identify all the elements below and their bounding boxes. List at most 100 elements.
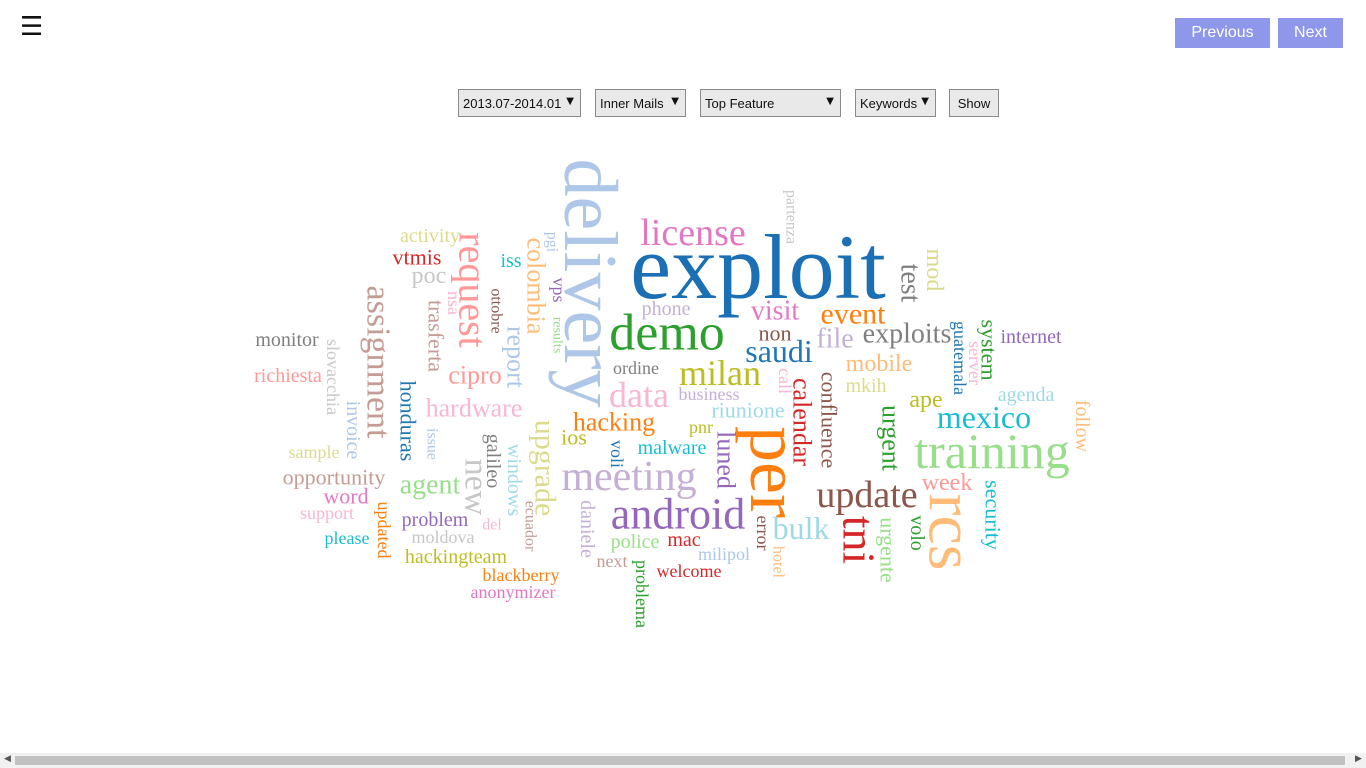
- word-security[interactable]: security: [981, 480, 1006, 550]
- word-welcome[interactable]: welcome: [657, 561, 722, 581]
- word-new[interactable]: new: [458, 459, 495, 516]
- word-demo[interactable]: demo: [609, 305, 725, 362]
- word-assignment[interactable]: assignment: [360, 286, 397, 440]
- word-file[interactable]: file: [816, 324, 853, 355]
- word-please[interactable]: please: [325, 528, 370, 548]
- word-cipro[interactable]: cipro: [448, 361, 501, 390]
- word-next[interactable]: next: [597, 551, 628, 571]
- word-pnr[interactable]: pnr: [689, 417, 713, 437]
- word-license[interactable]: license: [640, 212, 746, 254]
- word-request[interactable]: request: [451, 232, 496, 348]
- word-word[interactable]: word: [323, 484, 368, 509]
- word-confluence[interactable]: confluence: [817, 372, 842, 469]
- word-business[interactable]: business: [678, 384, 739, 404]
- word-activity[interactable]: activity: [400, 225, 460, 247]
- word-colombia[interactable]: colombia: [522, 238, 551, 335]
- word-luned[interactable]: luned: [712, 431, 741, 489]
- word-upgrade[interactable]: upgrade: [529, 420, 562, 517]
- word-ios[interactable]: ios: [561, 425, 587, 450]
- word-event[interactable]: event: [821, 298, 887, 331]
- word-error[interactable]: error: [753, 516, 773, 551]
- word-hacking[interactable]: hacking: [573, 408, 655, 437]
- next-button[interactable]: Next: [1278, 18, 1343, 48]
- word-partenza[interactable]: partenza: [783, 190, 800, 244]
- word-delivery[interactable]: delivery: [548, 158, 632, 407]
- word-ordine[interactable]: ordine: [613, 358, 659, 378]
- word-problema[interactable]: problema: [632, 560, 652, 628]
- word-honduras[interactable]: honduras: [396, 381, 421, 462]
- word-per[interactable]: per: [735, 426, 815, 518]
- word-monitor[interactable]: monitor: [255, 329, 319, 351]
- word-poc[interactable]: poc: [412, 263, 447, 289]
- word-malware[interactable]: malware: [638, 437, 707, 459]
- word-issue[interactable]: issue: [424, 428, 441, 460]
- word-support[interactable]: support: [300, 503, 354, 523]
- word-pgi[interactable]: pgi: [544, 232, 561, 253]
- word-blackberry[interactable]: blackberry: [483, 565, 560, 585]
- word-daniele[interactable]: daniele: [576, 500, 598, 558]
- word-mobile[interactable]: mobile: [846, 351, 913, 377]
- word-galileo[interactable]: galileo: [482, 434, 504, 488]
- word-sample[interactable]: sample: [289, 442, 340, 462]
- word-agenda[interactable]: agenda: [998, 384, 1055, 406]
- word-week[interactable]: week: [922, 470, 973, 496]
- word-hardware[interactable]: hardware: [426, 394, 523, 423]
- word-iss[interactable]: iss: [500, 250, 521, 272]
- word-anonymizer[interactable]: anonymizer: [471, 582, 556, 602]
- word-training[interactable]: training: [914, 423, 1070, 479]
- word-vtmis[interactable]: vtmis: [393, 245, 442, 270]
- word-nsa[interactable]: nsa: [444, 291, 464, 315]
- word-calendar[interactable]: calendar: [788, 378, 817, 466]
- word-ape[interactable]: ape: [909, 387, 942, 413]
- word-bulk[interactable]: bulk: [773, 510, 830, 546]
- word-ottobre[interactable]: ottobre: [488, 288, 505, 333]
- word-update[interactable]: update: [816, 474, 917, 516]
- word-invoice[interactable]: invoice: [342, 401, 364, 460]
- menu-icon[interactable]: ☰: [20, 12, 44, 42]
- word-saudi[interactable]: saudi: [745, 333, 813, 369]
- period-select[interactable]: 2013.07-2014.01 ▼: [458, 89, 581, 117]
- source-select[interactable]: Inner Mails ▼: [595, 89, 686, 117]
- word-mac[interactable]: mac: [667, 529, 700, 551]
- word-rcs[interactable]: rcs: [915, 494, 988, 571]
- word-milipol[interactable]: milipol: [698, 544, 750, 564]
- word-del[interactable]: del: [482, 517, 502, 534]
- word-server[interactable]: server: [965, 341, 985, 385]
- word-hackingteam[interactable]: hackingteam: [405, 546, 508, 568]
- word-trasferta[interactable]: trasferta: [424, 300, 449, 372]
- word-meeting[interactable]: meeting: [561, 454, 696, 500]
- word-call[interactable]: call: [775, 368, 795, 394]
- word-phone[interactable]: phone: [642, 298, 691, 320]
- word-opportunity[interactable]: opportunity: [283, 465, 386, 490]
- word-problem[interactable]: problem: [402, 509, 469, 531]
- word-exploits[interactable]: exploits: [863, 319, 952, 350]
- word-moldova[interactable]: moldova: [412, 527, 475, 547]
- word-follow[interactable]: follow: [1071, 400, 1093, 453]
- word-voli[interactable]: voli: [607, 440, 627, 468]
- word-mkih[interactable]: mkih: [845, 375, 886, 397]
- word-system[interactable]: system: [977, 319, 1002, 380]
- word-riunione[interactable]: riunione: [711, 398, 784, 423]
- scrollbar-thumb[interactable]: [15, 756, 1345, 765]
- show-button[interactable]: Show: [949, 89, 999, 117]
- word-mod[interactable]: mod: [921, 249, 947, 292]
- word-slovacchia[interactable]: slovacchia: [323, 339, 343, 415]
- word-vps[interactable]: vps: [549, 277, 569, 302]
- word-milan[interactable]: milan: [679, 353, 761, 393]
- word-volo[interactable]: volo: [906, 515, 928, 551]
- word-ecuador[interactable]: ecuador: [522, 501, 539, 552]
- word-updated[interactable]: updated: [374, 502, 394, 559]
- word-exploit[interactable]: exploit: [630, 216, 886, 318]
- word-hotel[interactable]: hotel: [770, 546, 787, 579]
- type-select[interactable]: Keywords ▼: [855, 89, 936, 117]
- word-results[interactable]: results: [550, 317, 565, 354]
- word-internet[interactable]: internet: [1000, 326, 1062, 348]
- word-android[interactable]: android: [611, 490, 745, 539]
- word-richiesta[interactable]: richiesta: [254, 365, 322, 387]
- word-mexico[interactable]: mexico: [937, 399, 1031, 435]
- previous-button[interactable]: Previous: [1175, 18, 1270, 48]
- word-non[interactable]: non: [759, 321, 792, 346]
- word-guatemala[interactable]: guatemala: [950, 321, 970, 395]
- word-urgente[interactable]: urgente: [876, 517, 901, 583]
- feature-select[interactable]: Top Feature ▼: [700, 89, 841, 117]
